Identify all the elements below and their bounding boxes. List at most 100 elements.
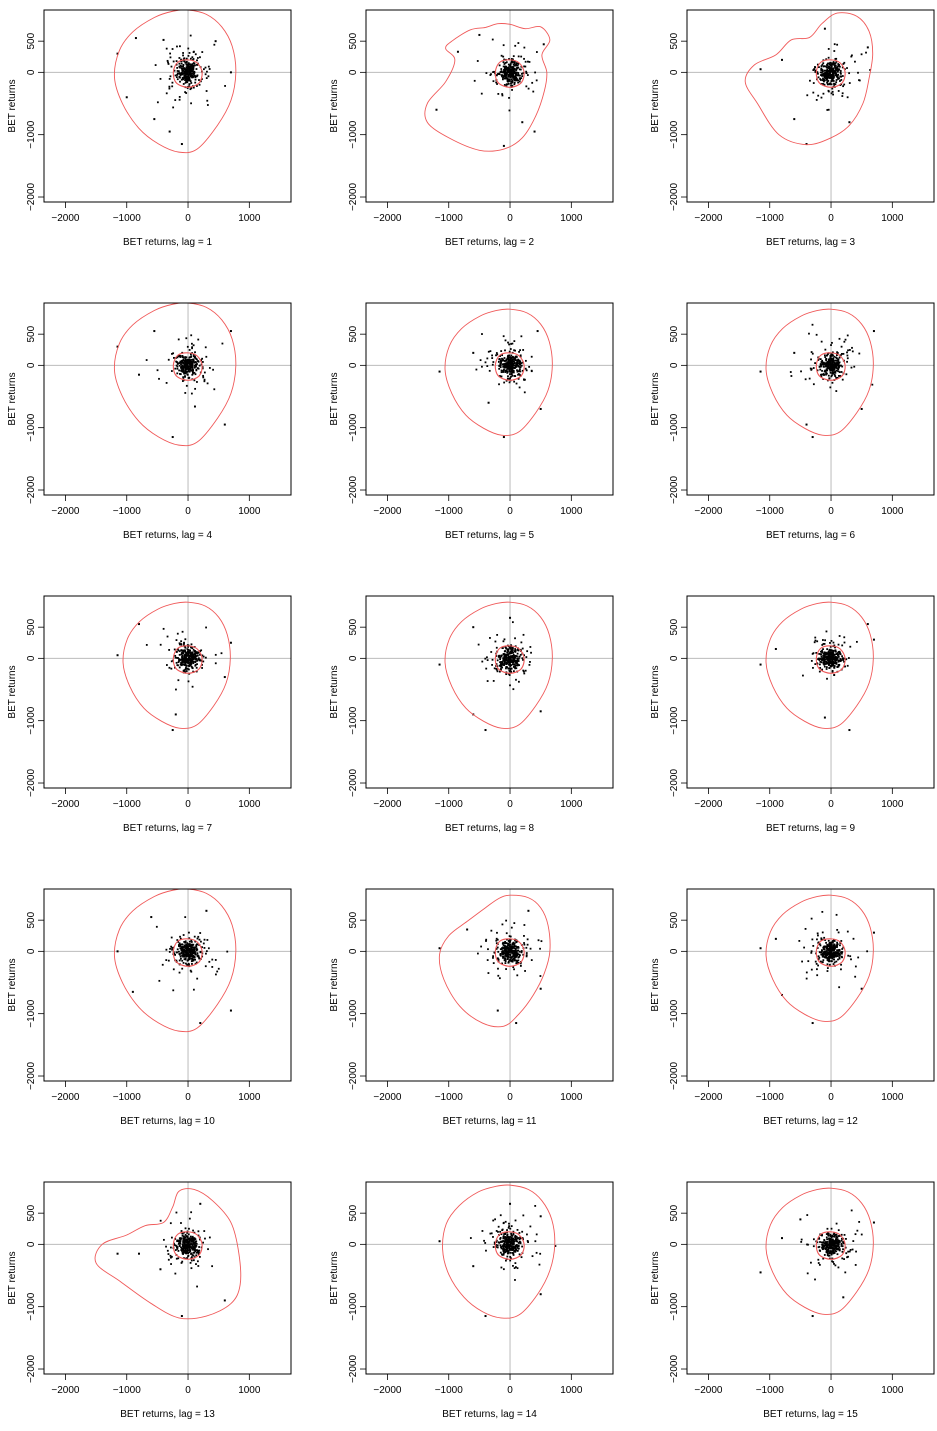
scatter-point <box>514 1249 517 1252</box>
scatter-point <box>825 941 827 944</box>
scatter-point <box>501 1240 504 1243</box>
scatter-point <box>165 47 168 50</box>
scatter-point <box>831 90 834 93</box>
scatter-point <box>823 948 826 951</box>
scatter-point <box>180 58 182 61</box>
scatter-point <box>196 1260 199 1263</box>
x-tick-label: −1000 <box>113 1385 142 1396</box>
scatter-point <box>496 353 499 356</box>
scatter-point <box>509 377 511 380</box>
scatter-point <box>838 956 841 959</box>
scatter-point <box>502 65 505 68</box>
x-axis-label: BET returns, lag = 10 <box>120 1116 215 1127</box>
scatter-point <box>508 58 510 60</box>
scatter-point <box>185 360 188 362</box>
scatter-point <box>508 1245 511 1248</box>
scatter-point <box>182 652 185 655</box>
y-tick-label: −2000 <box>669 183 680 212</box>
scatter-point <box>125 96 128 99</box>
scatter-point <box>191 685 194 688</box>
y-tick-label: −2000 <box>26 183 37 212</box>
scatter-point <box>177 950 180 953</box>
scatter-point <box>837 931 840 934</box>
scatter-point <box>822 1248 825 1250</box>
scatter-point <box>821 1243 824 1246</box>
scatter-point <box>512 957 515 960</box>
scatter-point <box>519 74 521 77</box>
scatter-point <box>175 650 178 653</box>
scatter-point <box>191 68 193 71</box>
scatter-point <box>188 77 191 79</box>
scatter-point <box>185 76 188 79</box>
scatter-point <box>505 673 508 676</box>
scatter-point <box>508 368 511 370</box>
scatter-point <box>829 357 832 360</box>
density-contour <box>444 308 553 436</box>
scatter-point <box>857 71 859 74</box>
scatter-point <box>827 953 830 956</box>
scatter-point <box>520 950 523 952</box>
scatter-point <box>821 69 824 71</box>
scatter-point <box>150 916 153 919</box>
scatter-point <box>188 955 190 958</box>
scatter-point <box>511 371 514 374</box>
x-tick-label: −2000 <box>694 1385 723 1396</box>
scatter-point <box>186 1245 188 1248</box>
scatter-point <box>501 71 504 74</box>
scatter-point <box>500 655 503 658</box>
scatter-point <box>511 958 514 961</box>
scatter-point <box>812 1245 815 1248</box>
scatter-point <box>509 1227 512 1230</box>
scatter-point <box>514 1250 517 1253</box>
scatter-point <box>182 359 184 362</box>
scatter-point <box>503 1243 506 1246</box>
scatter-point <box>838 1241 841 1243</box>
scatter-point <box>839 944 841 947</box>
scatter-point <box>173 1242 175 1245</box>
scatter-point <box>185 66 188 69</box>
scatter-point <box>832 963 835 965</box>
density-contour <box>765 601 874 729</box>
scatter-point <box>207 75 210 78</box>
scatter-point <box>502 952 505 955</box>
scatter-point <box>193 74 196 77</box>
scatter-point <box>831 649 834 652</box>
scatter-point <box>830 65 833 68</box>
scatter-point <box>177 940 180 943</box>
scatter-point <box>184 1251 187 1254</box>
scatter-point <box>826 77 829 80</box>
scatter-point <box>814 960 817 963</box>
scatter-point <box>497 93 500 95</box>
scatter-point <box>193 1249 196 1252</box>
scatter-point <box>872 1221 875 1224</box>
scatter-point <box>515 955 518 958</box>
y-tick-label: −2000 <box>669 1062 680 1091</box>
scatter-point <box>194 940 197 943</box>
scatter-point <box>510 82 512 85</box>
scatter-point <box>833 658 835 661</box>
scatter-point <box>872 330 875 333</box>
scatter-point <box>515 1244 518 1246</box>
scatter-point <box>823 80 825 83</box>
scatter-point <box>497 1225 500 1228</box>
scatter-point <box>159 1219 162 1222</box>
scatter-point <box>184 668 187 671</box>
scatter-point <box>827 1232 830 1235</box>
scatter-point <box>181 656 183 658</box>
scatter-point <box>169 947 171 950</box>
scatter-point <box>830 656 833 659</box>
scatter-point <box>508 1237 511 1240</box>
scatter-point <box>513 956 516 959</box>
density-contour <box>815 938 846 967</box>
scatter-point <box>171 85 174 88</box>
scatter-point <box>513 666 516 669</box>
scatter-point <box>520 362 523 364</box>
scatter-point <box>833 64 836 67</box>
scatter-point <box>508 660 511 663</box>
scatter-point <box>508 661 511 664</box>
scatter-point <box>194 387 197 390</box>
scatter-point <box>512 658 515 660</box>
scatter-point <box>188 659 191 662</box>
scatter-point <box>189 57 192 60</box>
scatter-point <box>176 939 179 941</box>
